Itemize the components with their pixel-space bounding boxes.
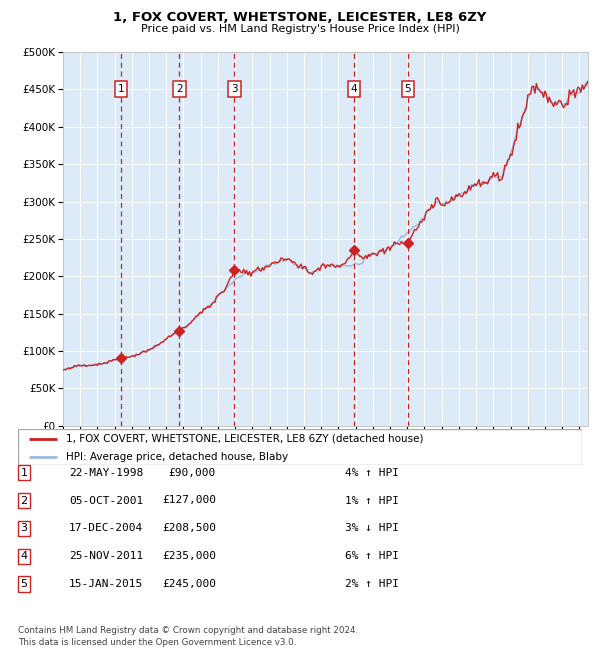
Text: 25-NOV-2011: 25-NOV-2011 xyxy=(69,551,143,562)
Text: 4: 4 xyxy=(350,84,357,94)
Text: Price paid vs. HM Land Registry's House Price Index (HPI): Price paid vs. HM Land Registry's House … xyxy=(140,24,460,34)
Text: 5: 5 xyxy=(20,579,28,590)
Text: £245,000: £245,000 xyxy=(162,579,216,590)
Text: HPI: Average price, detached house, Blaby: HPI: Average price, detached house, Blab… xyxy=(66,452,288,462)
Text: 1: 1 xyxy=(20,467,28,478)
Text: 6% ↑ HPI: 6% ↑ HPI xyxy=(345,551,399,562)
Text: 05-OCT-2001: 05-OCT-2001 xyxy=(69,495,143,506)
Text: 1: 1 xyxy=(118,84,124,94)
Text: 4% ↑ HPI: 4% ↑ HPI xyxy=(345,467,399,478)
Text: £127,000: £127,000 xyxy=(162,495,216,506)
Text: 17-DEC-2004: 17-DEC-2004 xyxy=(69,523,143,534)
Text: 3: 3 xyxy=(20,523,28,534)
Text: 15-JAN-2015: 15-JAN-2015 xyxy=(69,579,143,590)
Text: Contains HM Land Registry data © Crown copyright and database right 2024.
This d: Contains HM Land Registry data © Crown c… xyxy=(18,626,358,647)
Text: 2: 2 xyxy=(176,84,182,94)
Text: 3: 3 xyxy=(231,84,238,94)
Text: 1% ↑ HPI: 1% ↑ HPI xyxy=(345,495,399,506)
Text: £90,000: £90,000 xyxy=(169,467,216,478)
Text: £208,500: £208,500 xyxy=(162,523,216,534)
Text: 22-MAY-1998: 22-MAY-1998 xyxy=(69,467,143,478)
Text: 1, FOX COVERT, WHETSTONE, LEICESTER, LE8 6ZY: 1, FOX COVERT, WHETSTONE, LEICESTER, LE8… xyxy=(113,11,487,24)
Text: £235,000: £235,000 xyxy=(162,551,216,562)
Text: 2: 2 xyxy=(20,495,28,506)
Text: 1, FOX COVERT, WHETSTONE, LEICESTER, LE8 6ZY (detached house): 1, FOX COVERT, WHETSTONE, LEICESTER, LE8… xyxy=(66,434,424,444)
Text: 5: 5 xyxy=(404,84,411,94)
Text: 4: 4 xyxy=(20,551,28,562)
Text: 3% ↓ HPI: 3% ↓ HPI xyxy=(345,523,399,534)
Text: 2% ↑ HPI: 2% ↑ HPI xyxy=(345,579,399,590)
